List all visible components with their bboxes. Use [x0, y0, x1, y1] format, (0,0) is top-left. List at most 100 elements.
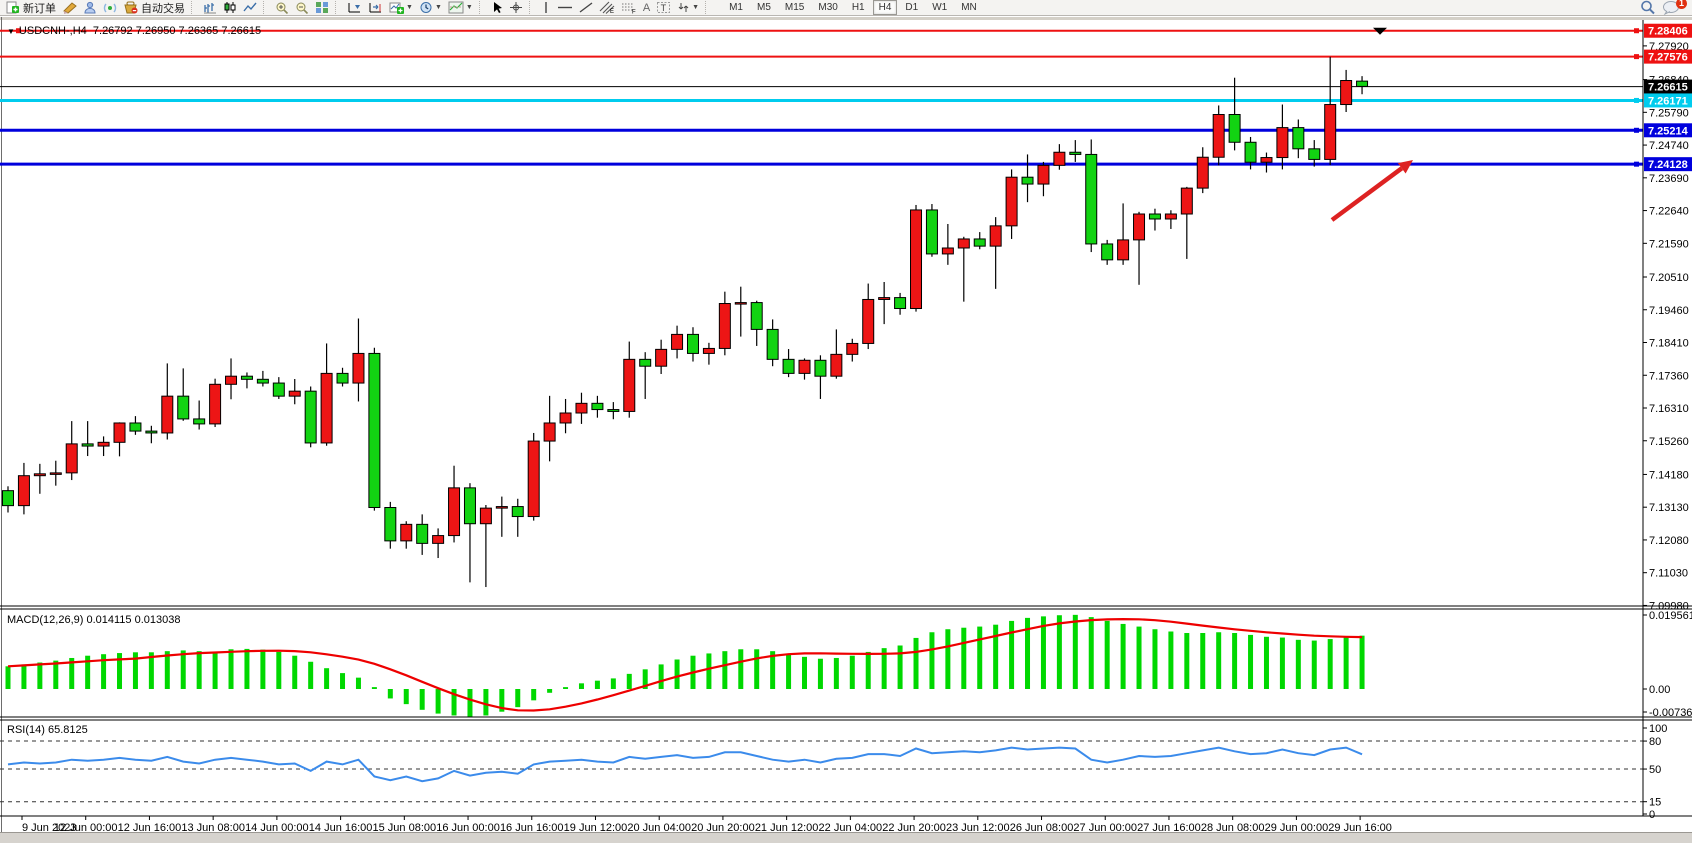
chevron-down-icon: ▼	[465, 4, 473, 11]
chart-shift-button[interactable]	[366, 1, 385, 15]
panel-borders	[0, 20, 1692, 817]
cursor-icon	[493, 2, 502, 13]
chart-dropdown-icon[interactable]: ▼	[7, 27, 15, 36]
svg-text:T: T	[661, 3, 667, 13]
svg-text:16 Jun 16:00: 16 Jun 16:00	[500, 822, 564, 834]
vline-tool[interactable]	[539, 1, 553, 15]
timeframe-m5[interactable]: M5	[757, 2, 771, 13]
svg-text:7.27576: 7.27576	[1648, 52, 1688, 64]
person-icon	[84, 1, 96, 14]
trendline-tool[interactable]	[577, 1, 595, 15]
horizontal-scrollbar[interactable]	[0, 832, 1692, 843]
annotation-arrow[interactable]	[1330, 160, 1413, 222]
svg-text:29 Jun 16:00: 29 Jun 16:00	[1328, 822, 1392, 834]
bar-chart-icon	[204, 3, 216, 14]
auto-trading-button[interactable]: 自动交易	[121, 1, 187, 15]
auto-scroll-button[interactable]	[345, 1, 364, 15]
text-label-icon: T	[657, 2, 671, 13]
hline-tool[interactable]	[555, 1, 575, 15]
svg-text:7.26615: 7.26615	[1648, 82, 1688, 94]
tile-windows-button[interactable]	[313, 1, 331, 15]
price-axis[interactable]: 7.279207.268407.257907.247407.236907.226…	[1643, 23, 1692, 821]
text-tool[interactable]: A	[641, 1, 652, 15]
periods-button[interactable]: ▼	[417, 1, 444, 15]
timeframe-buttons: M1 M5 M15 M30 H1 H4 D1 W1 MN	[722, 0, 984, 15]
bar-chart-button[interactable]	[201, 1, 219, 15]
toolbar-separator	[191, 1, 197, 14]
svg-text:7.13130: 7.13130	[1649, 502, 1689, 514]
timeframe-d1[interactable]: D1	[905, 2, 919, 13]
fibonacci-tool[interactable]: F	[619, 1, 639, 15]
cursor-tool[interactable]	[489, 1, 505, 15]
svg-text:0: 0	[1649, 809, 1655, 821]
auto-scroll-icon	[348, 3, 360, 13]
svg-text:29 Jun 00:00: 29 Jun 00:00	[1265, 822, 1329, 834]
svg-text:12 Jun 00:00: 12 Jun 00:00	[54, 822, 118, 834]
zoom-in-button[interactable]	[273, 1, 291, 15]
chart-window[interactable]: ▼ USDCNH-,H4 7.26792 7.26950 7.26365 7.26…	[0, 17, 1692, 843]
channel-icon: E	[599, 1, 615, 14]
svg-text:7.24740: 7.24740	[1649, 140, 1689, 152]
macd-indicator-label: MACD(12,26,9) 0.014115 0.013038	[7, 614, 181, 626]
svg-text:7.25790: 7.25790	[1649, 107, 1689, 119]
equidistant-channel-tool[interactable]: E	[597, 1, 617, 15]
toolbar-separator	[335, 1, 341, 14]
svg-text:7.09980: 7.09980	[1649, 600, 1689, 612]
zoom-out-button[interactable]	[293, 1, 311, 15]
styler-button[interactable]	[60, 1, 79, 15]
chart-canvas[interactable]: 7.279207.268407.257907.247407.236907.226…	[0, 17, 1692, 843]
search-button[interactable]	[1638, 0, 1658, 15]
svg-text:21 Jun 12:00: 21 Jun 12:00	[755, 822, 819, 834]
line-chart-button[interactable]	[241, 1, 259, 15]
text-label-tool[interactable]: T	[654, 1, 673, 15]
svg-text:7.21590: 7.21590	[1649, 238, 1689, 250]
svg-text:7.28406: 7.28406	[1648, 26, 1688, 38]
fibonacci-icon: F	[621, 3, 636, 14]
signals-button[interactable]	[101, 1, 119, 15]
svg-text:7.14180: 7.14180	[1649, 469, 1689, 481]
zoom-out-icon	[296, 2, 309, 14]
clock-icon	[420, 2, 432, 13]
timeframe-m30[interactable]: M30	[818, 2, 838, 13]
toolbar-separator	[263, 1, 269, 14]
svg-text:22 Jun 20:00: 22 Jun 20:00	[882, 822, 946, 834]
crosshair-tool[interactable]	[507, 1, 525, 15]
timeframe-m1[interactable]: M1	[729, 2, 743, 13]
depth-button[interactable]	[81, 1, 99, 15]
rsi-indicator-label: RSI(14) 65.8125	[7, 724, 88, 736]
chat-button[interactable]: 1	[1660, 0, 1687, 15]
timeframe-m15[interactable]: M15	[784, 2, 805, 13]
text-a-icon: A	[642, 1, 651, 14]
indicators-icon	[389, 2, 404, 14]
svg-text:9 Jun 2023: 9 Jun 2023	[22, 822, 76, 834]
new-order-icon	[6, 1, 19, 14]
window-left-border	[1, 17, 2, 832]
macd-panel	[5, 614, 1365, 717]
auto-trading-label: 自动交易	[141, 2, 185, 15]
new-order-label: 新订单	[23, 2, 56, 15]
timeframe-h4[interactable]: H4	[872, 0, 898, 15]
svg-text:12 Jun 16:00: 12 Jun 16:00	[118, 822, 182, 834]
svg-text:22 Jun 04:00: 22 Jun 04:00	[819, 822, 883, 834]
timeframe-h1[interactable]: H1	[851, 2, 865, 13]
svg-text:7.22640: 7.22640	[1649, 206, 1689, 218]
svg-text:E: E	[610, 9, 614, 14]
candle-chart-icon	[224, 2, 236, 13]
indicators-button[interactable]: ▼	[387, 1, 415, 15]
svg-text:7.16310: 7.16310	[1649, 403, 1689, 415]
svg-text:7.18410: 7.18410	[1649, 338, 1689, 350]
svg-text:-0.007367: -0.007367	[1649, 707, 1692, 719]
timeframe-w1[interactable]: W1	[932, 2, 948, 13]
line-chart-icon	[243, 2, 257, 12]
toolbar-separator	[705, 1, 711, 14]
arrows-tool[interactable]: ▼	[675, 1, 701, 15]
new-order-button[interactable]: 新订单	[4, 1, 58, 15]
timeframe-mn[interactable]: MN	[961, 2, 977, 13]
svg-text:7.20510: 7.20510	[1649, 272, 1689, 284]
search-icon	[1641, 0, 1655, 15]
svg-text:13 Jun 08:00: 13 Jun 08:00	[181, 822, 245, 834]
svg-text:19 Jun 12:00: 19 Jun 12:00	[564, 822, 628, 834]
templates-button[interactable]: ▼	[446, 1, 475, 15]
candle-chart-button[interactable]	[221, 1, 239, 15]
